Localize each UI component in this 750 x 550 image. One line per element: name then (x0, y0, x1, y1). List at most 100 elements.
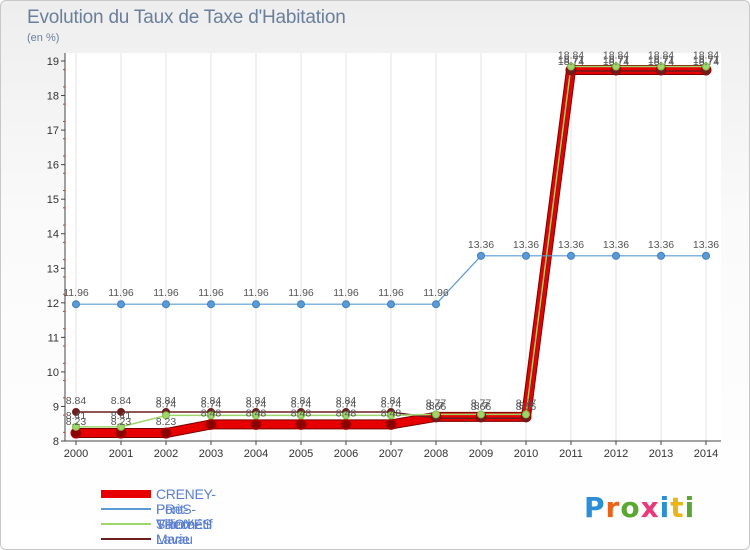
proxiti-logo: Proxiti (584, 491, 695, 524)
point-villech-tif (477, 410, 485, 419)
plot-area (65, 53, 721, 441)
point-pont-sainte-marie (612, 251, 620, 260)
data-label-lavau: 8.84 (336, 395, 357, 407)
data-label-villech-tif: 8.74 (201, 398, 222, 410)
data-label-lavau: 18.71 (693, 54, 719, 66)
y-tick-label: 15 (47, 194, 59, 206)
data-label-pont-sainte-marie: 11.96 (63, 287, 89, 299)
data-label-lavau: 8.84 (66, 395, 87, 407)
data-label-lavau: 8.84 (111, 395, 132, 407)
data-label-villech-tif: 18.84 (648, 50, 674, 62)
data-label-pont-sainte-marie: 11.96 (288, 287, 314, 299)
point-villech-tif (297, 411, 305, 420)
point-creney-pr-s-troyes (385, 418, 397, 430)
data-label-villech-tif: 8.74 (381, 398, 402, 410)
x-tick-label: 2013 (649, 448, 673, 460)
x-tick-label: 2007 (379, 448, 403, 460)
point-pont-sainte-marie (432, 300, 440, 309)
point-pont-sainte-marie (72, 300, 80, 309)
x-tick-label: 2001 (109, 448, 133, 460)
logo-letter: P (584, 491, 606, 524)
y-tick-label: 16 (47, 160, 59, 172)
x-tick-label: 2002 (154, 448, 178, 460)
point-pont-sainte-marie (387, 300, 395, 309)
point-villech-tif (432, 410, 440, 419)
data-label-creney-pr-s-troyes: 18.74 (693, 56, 719, 68)
data-label-pont-sainte-marie: 11.96 (108, 287, 134, 299)
x-tick-label: 2009 (469, 448, 493, 460)
x-tick-label: 2006 (334, 448, 358, 460)
line-chart: 8 9 10 11 12 13 14 15 16 17 18 19 2000 2001 2002 2003 20… (47, 50, 721, 460)
data-label-pont-sainte-marie: 13.36 (513, 239, 539, 251)
point-pont-sainte-marie (702, 251, 710, 260)
x-tick-label: 2011 (559, 448, 583, 460)
point-pont-sainte-marie (567, 251, 575, 260)
data-label-lavau: 8.66 (426, 401, 447, 413)
point-creney-pr-s-troyes (160, 427, 172, 439)
x-tick-label: 2012 (604, 448, 628, 460)
data-label-villech-tif: 8.41 (111, 410, 132, 422)
data-label-creney-pr-s-troyes: 8.48 (201, 407, 222, 419)
point-lavau (72, 407, 80, 416)
data-label-creney-pr-s-troyes: 8.23 (66, 416, 87, 428)
data-label-creney-pr-s-troyes: 18.74 (648, 56, 674, 68)
point-villech-tif (162, 411, 170, 420)
data-label-creney-pr-s-troyes: 8.7 (474, 400, 489, 412)
x-tick-label: 2010 (514, 448, 538, 460)
data-label-villech-tif: 8.77 (471, 397, 492, 409)
legend-label-pont-sainte-marie: Pont-Sainte-Marie (156, 501, 199, 547)
y-tick-label: 12 (47, 298, 59, 310)
y-tick-label: 18 (47, 91, 59, 103)
data-label-lavau: 18.71 (603, 54, 629, 66)
point-pont-sainte-marie (117, 300, 125, 309)
data-label-creney-pr-s-troyes: 8.48 (381, 407, 402, 419)
y-tick-label: 10 (47, 367, 59, 379)
data-label-creney-pr-s-troyes: 8.48 (336, 407, 357, 419)
data-label-lavau: 8.66 (516, 401, 537, 413)
point-villech-tif (252, 411, 260, 420)
logo-letter: i (659, 491, 671, 524)
data-label-lavau: 8.84 (381, 395, 402, 407)
data-label-creney-pr-s-troyes: 8.23 (111, 416, 132, 428)
y-tick-label: 8 (53, 436, 59, 448)
point-creney-pr-s-troyes (250, 418, 262, 430)
data-label-creney-pr-s-troyes: 8.23 (156, 416, 177, 428)
chart-unit: (en %) (27, 32, 60, 44)
legend-swatch-creney (101, 490, 151, 498)
data-label-villech-tif: 18.84 (693, 50, 719, 62)
data-label-lavau: 8.84 (291, 395, 312, 407)
point-villech-tif (567, 62, 575, 71)
data-label-villech-tif: 18.84 (603, 50, 629, 62)
logo-letter: t (670, 491, 685, 524)
x-tick-label: 2000 (64, 448, 88, 460)
legend-label-villechetif: Villechétif (156, 516, 213, 532)
data-label-villech-tif: 8.74 (291, 398, 312, 410)
point-creney-pr-s-troyes (340, 418, 352, 430)
data-label-pont-sainte-marie: 11.96 (153, 287, 179, 299)
point-villech-tif (207, 411, 215, 420)
point-pont-sainte-marie (342, 300, 350, 309)
data-label-pont-sainte-marie: 13.36 (558, 239, 584, 251)
data-label-pont-sainte-marie: 11.96 (198, 287, 224, 299)
data-label-villech-tif: 8.74 (246, 398, 267, 410)
legend-label-lavau: Lavau (156, 531, 193, 547)
point-pont-sainte-marie (162, 300, 170, 309)
data-label-villech-tif: 8.41 (66, 410, 87, 422)
data-label-lavau: 8.66 (471, 401, 492, 413)
data-label-pont-sainte-marie: 11.96 (243, 287, 269, 299)
x-tick-label: 2008 (424, 448, 448, 460)
data-label-villech-tif: 8.77 (426, 397, 447, 409)
data-label-pont-sainte-marie: 11.96 (333, 287, 359, 299)
point-lavau (117, 407, 125, 416)
chart-title: Evolution du Taux de Taxe d'Habitation (27, 7, 346, 28)
data-label-lavau: 18.71 (558, 54, 584, 66)
point-villech-tif (522, 410, 530, 419)
logo-letter: x (640, 491, 660, 524)
y-tick-label: 14 (47, 229, 59, 241)
data-label-creney-pr-s-troyes: 8.48 (291, 407, 312, 419)
point-villech-tif (72, 422, 80, 431)
data-label-creney-pr-s-troyes: 8.7 (429, 400, 444, 412)
data-label-pont-sainte-marie: 13.36 (468, 239, 494, 251)
point-pont-sainte-marie (297, 300, 305, 309)
data-label-creney-pr-s-troyes: 8.48 (246, 407, 267, 419)
